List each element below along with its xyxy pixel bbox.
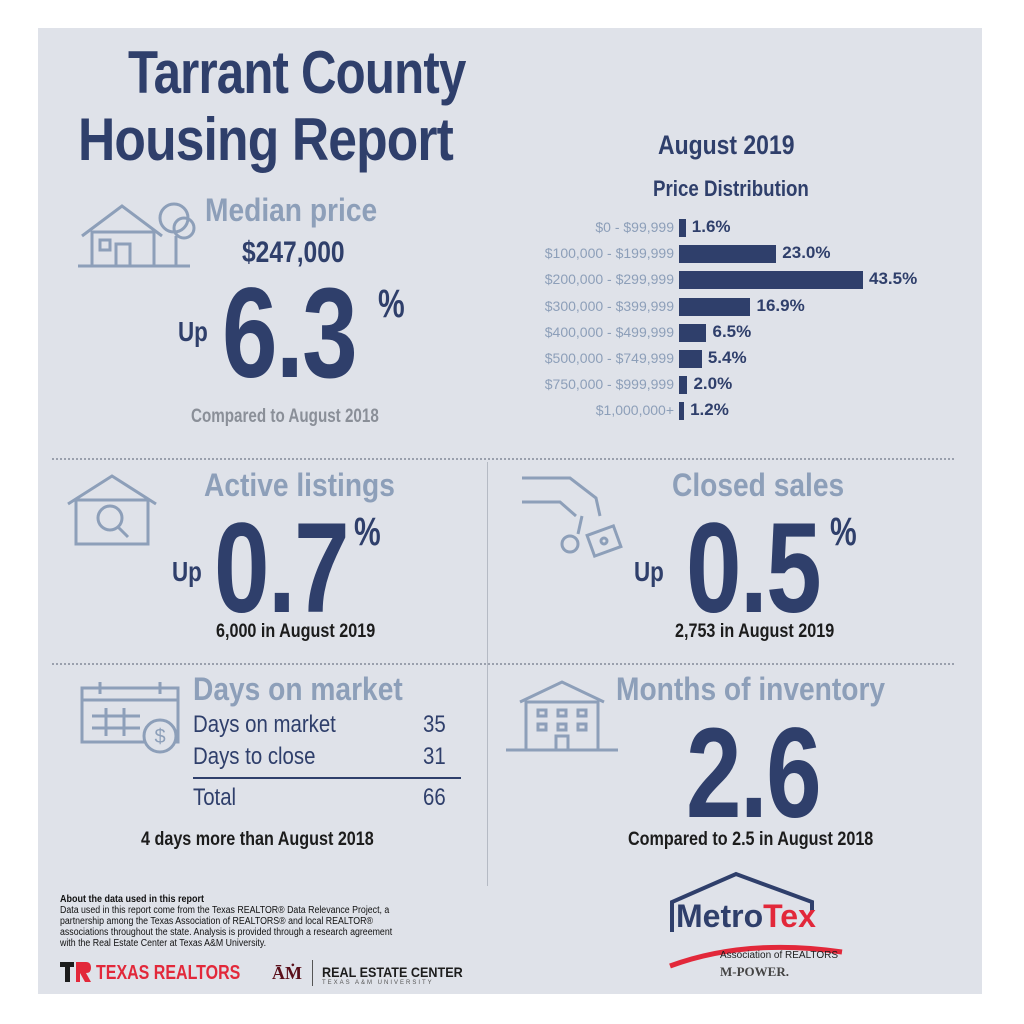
price-distribution-value: 43.5% — [869, 269, 918, 289]
price-distribution-title: Price Distribution — [653, 176, 809, 201]
building-icon — [506, 680, 618, 752]
hand-key-icon — [522, 476, 623, 559]
closed-sales-direction: Up — [634, 556, 664, 587]
price-distribution-bar — [679, 402, 685, 421]
closed-sales-value: 0.5 — [686, 497, 822, 640]
median-price-value: $247,000 — [242, 236, 345, 269]
price-distribution-value: 16.9% — [756, 295, 805, 315]
metrotex-logo: MetroTex — [676, 898, 816, 935]
about-line-4: with the Real Estate Center at Texas A&M… — [60, 938, 267, 949]
title-line-1: Tarrant County — [128, 39, 466, 106]
months-inventory-value: 2.6 — [686, 702, 822, 845]
metrotex-logo-mark — [669, 871, 843, 969]
price-distribution-bar — [679, 245, 777, 264]
price-distribution-bar — [679, 219, 686, 237]
divider-2 — [52, 663, 954, 665]
active-listings-direction: Up — [172, 556, 202, 587]
price-range-label: $1,000,000+ — [595, 402, 674, 419]
about-line-1: Data used in this report come from the T… — [60, 905, 390, 916]
median-change-value: 6.3 — [222, 262, 358, 405]
report-panel — [38, 28, 982, 994]
about-section: About the data used in this report Data … — [60, 894, 480, 949]
metrotex-metro: Metro — [676, 898, 764, 934]
closed-sales-title: Closed sales — [672, 467, 845, 503]
price-range-label: $200,000 - $299,999 — [544, 271, 674, 288]
house-search-icon — [67, 474, 157, 546]
median-change-unit: % — [378, 282, 405, 326]
closed-sales-unit: % — [830, 510, 857, 554]
dom-row-value-2: 31 — [423, 743, 446, 770]
price-range-label: $500,000 - $749,999 — [544, 350, 674, 366]
svg-text:$: $ — [154, 726, 165, 748]
metrotex-sub: Association of REALTORS — [720, 950, 839, 961]
dom-row-value-1: 35 — [423, 711, 446, 738]
vertical-divider — [487, 462, 488, 886]
price-distribution-bar — [679, 376, 688, 395]
price-range-label: $100,000 - $199,999 — [544, 245, 674, 262]
price-distribution-value: 2.0% — [693, 374, 733, 394]
price-distribution-value: 6.5% — [712, 321, 752, 341]
price-distribution-bar — [679, 323, 707, 342]
price-distribution-bar — [679, 350, 702, 368]
about-line-3: associations throughout the state. Analy… — [60, 927, 393, 938]
median-price-title: Median price — [205, 192, 378, 228]
calendar-dollar-icon: $ — [80, 682, 180, 754]
months-inventory-compare: Compared to 2.5 in August 2018 — [628, 829, 874, 850]
about-line-2: partnership among the Texas Association … — [60, 916, 373, 927]
months-inventory-title: Months of inventory — [616, 671, 886, 707]
median-direction: Up — [178, 316, 208, 347]
real-estate-center-sub: TEXAS A&M UNIVERSITY — [322, 980, 434, 986]
dom-total-rule — [193, 777, 461, 779]
real-estate-center-logo: REAL ESTATE CENTER — [322, 964, 463, 980]
price-distribution-value: 23.0% — [782, 243, 831, 263]
period-label: August 2019 — [658, 130, 795, 160]
dom-compare: 4 days more than August 2018 — [141, 829, 374, 850]
metrotex-tex: Tex — [763, 898, 816, 934]
price-range-label: $0 - $99,999 — [595, 219, 674, 235]
active-listings-title: Active listings — [204, 467, 395, 503]
active-listings-value: 0.7 — [214, 497, 350, 640]
price-distribution-value: 5.4% — [707, 348, 747, 367]
price-distribution-bar — [679, 297, 751, 316]
dom-row-label-1: Days on market — [193, 711, 336, 738]
median-compare: Compared to August 2018 — [191, 406, 379, 427]
dom-row-label-2: Days to close — [193, 743, 316, 770]
house-tree-icon — [78, 202, 196, 268]
mpower-logo: M-POWER. — [720, 964, 789, 979]
closed-sales-detail: 2,753 in August 2019 — [675, 621, 835, 642]
dom-total-value: 66 — [423, 784, 446, 811]
dom-total-label: Total — [193, 784, 237, 811]
title-line-2: Housing Report — [78, 106, 454, 173]
price-distribution-bar — [679, 271, 863, 290]
logo-separator — [312, 960, 313, 986]
price-range-label: $750,000 - $999,999 — [544, 376, 674, 393]
divider-1 — [52, 458, 954, 460]
texas-am-logo: ĀṀ — [272, 963, 302, 983]
price-range-label: $300,000 - $399,999 — [544, 297, 674, 314]
active-listings-detail: 6,000 in August 2019 — [216, 621, 376, 642]
active-listings-unit: % — [354, 510, 381, 554]
texas-realtors-logo-mark — [60, 962, 91, 982]
texas-realtors-logo: TEXAS REALTORS — [96, 962, 241, 984]
price-distribution-value: 1.6% — [691, 217, 731, 236]
price-range-label: $400,000 - $499,999 — [544, 323, 674, 340]
price-distribution-value: 1.2% — [690, 400, 729, 420]
days-on-market-title: Days on market — [193, 671, 403, 707]
about-heading: About the data used in this report — [60, 894, 205, 905]
